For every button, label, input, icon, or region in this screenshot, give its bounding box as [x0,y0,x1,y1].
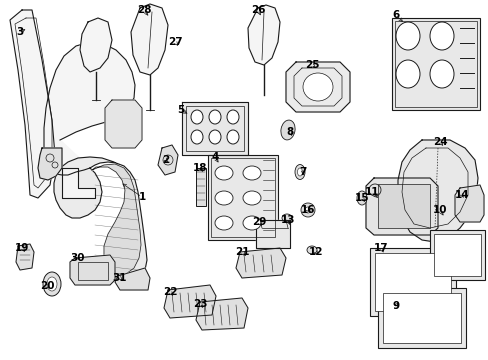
FancyBboxPatch shape [207,155,278,240]
FancyBboxPatch shape [374,253,450,311]
Polygon shape [80,18,112,72]
FancyBboxPatch shape [391,18,479,110]
Polygon shape [454,185,483,222]
Ellipse shape [243,191,261,205]
Text: 4: 4 [211,152,218,162]
Ellipse shape [215,216,232,230]
Text: 25: 25 [304,60,319,70]
Text: 20: 20 [40,281,54,291]
Ellipse shape [356,191,366,205]
Circle shape [305,207,310,213]
Polygon shape [285,62,349,112]
Text: 19: 19 [15,243,29,253]
Ellipse shape [429,22,453,50]
Polygon shape [182,102,247,155]
FancyBboxPatch shape [377,288,465,348]
Polygon shape [105,100,142,148]
Ellipse shape [208,130,221,144]
Ellipse shape [243,216,261,230]
Text: 2: 2 [162,155,169,165]
Text: 10: 10 [432,205,447,215]
Ellipse shape [215,191,232,205]
Ellipse shape [303,73,332,101]
Polygon shape [38,148,62,180]
Ellipse shape [43,272,61,296]
Text: 5: 5 [177,105,184,115]
Text: 11: 11 [364,187,379,197]
Ellipse shape [395,22,419,50]
Text: 14: 14 [454,190,468,200]
Ellipse shape [280,120,294,140]
Ellipse shape [306,246,316,254]
Text: 7: 7 [299,167,306,177]
FancyBboxPatch shape [196,168,205,206]
Text: 24: 24 [432,137,447,147]
FancyBboxPatch shape [433,234,480,276]
Circle shape [301,203,314,217]
Text: 29: 29 [251,217,265,227]
Text: 9: 9 [392,301,399,311]
Ellipse shape [191,110,203,124]
Ellipse shape [47,277,57,291]
Text: 23: 23 [192,299,207,309]
Text: 8: 8 [286,127,293,137]
Polygon shape [92,164,141,274]
Ellipse shape [191,130,203,144]
Ellipse shape [243,166,261,180]
Text: 31: 31 [113,273,127,283]
Text: 15: 15 [354,193,368,203]
Polygon shape [62,168,95,198]
Text: 21: 21 [234,247,249,257]
Ellipse shape [294,165,305,180]
Polygon shape [256,220,289,248]
Text: 12: 12 [308,247,323,257]
Polygon shape [115,268,150,290]
Ellipse shape [215,166,232,180]
Ellipse shape [282,214,291,222]
Text: 28: 28 [137,5,151,15]
Polygon shape [54,157,147,282]
Text: 27: 27 [167,37,182,47]
Ellipse shape [226,110,239,124]
FancyBboxPatch shape [377,184,429,228]
Polygon shape [10,10,55,198]
FancyBboxPatch shape [369,248,455,316]
Ellipse shape [226,130,239,144]
Ellipse shape [395,60,419,88]
Polygon shape [131,4,168,75]
Text: 17: 17 [373,243,387,253]
FancyBboxPatch shape [382,293,460,343]
Text: 18: 18 [192,163,207,173]
Text: 26: 26 [250,5,264,15]
Polygon shape [365,178,437,235]
Polygon shape [247,5,280,65]
FancyBboxPatch shape [429,230,484,280]
Text: 22: 22 [163,287,177,297]
Text: 6: 6 [391,10,399,20]
Polygon shape [236,248,285,278]
Text: 16: 16 [300,205,315,215]
Text: 13: 13 [280,215,295,225]
Polygon shape [397,140,477,242]
Polygon shape [44,42,135,175]
Polygon shape [70,255,115,285]
Polygon shape [16,244,34,270]
Ellipse shape [429,60,453,88]
Polygon shape [196,298,247,330]
Polygon shape [163,285,216,318]
Ellipse shape [208,110,221,124]
Text: 3: 3 [16,27,23,37]
Text: 1: 1 [138,192,145,202]
Polygon shape [158,145,178,175]
Ellipse shape [297,168,302,176]
Text: 30: 30 [71,253,85,263]
